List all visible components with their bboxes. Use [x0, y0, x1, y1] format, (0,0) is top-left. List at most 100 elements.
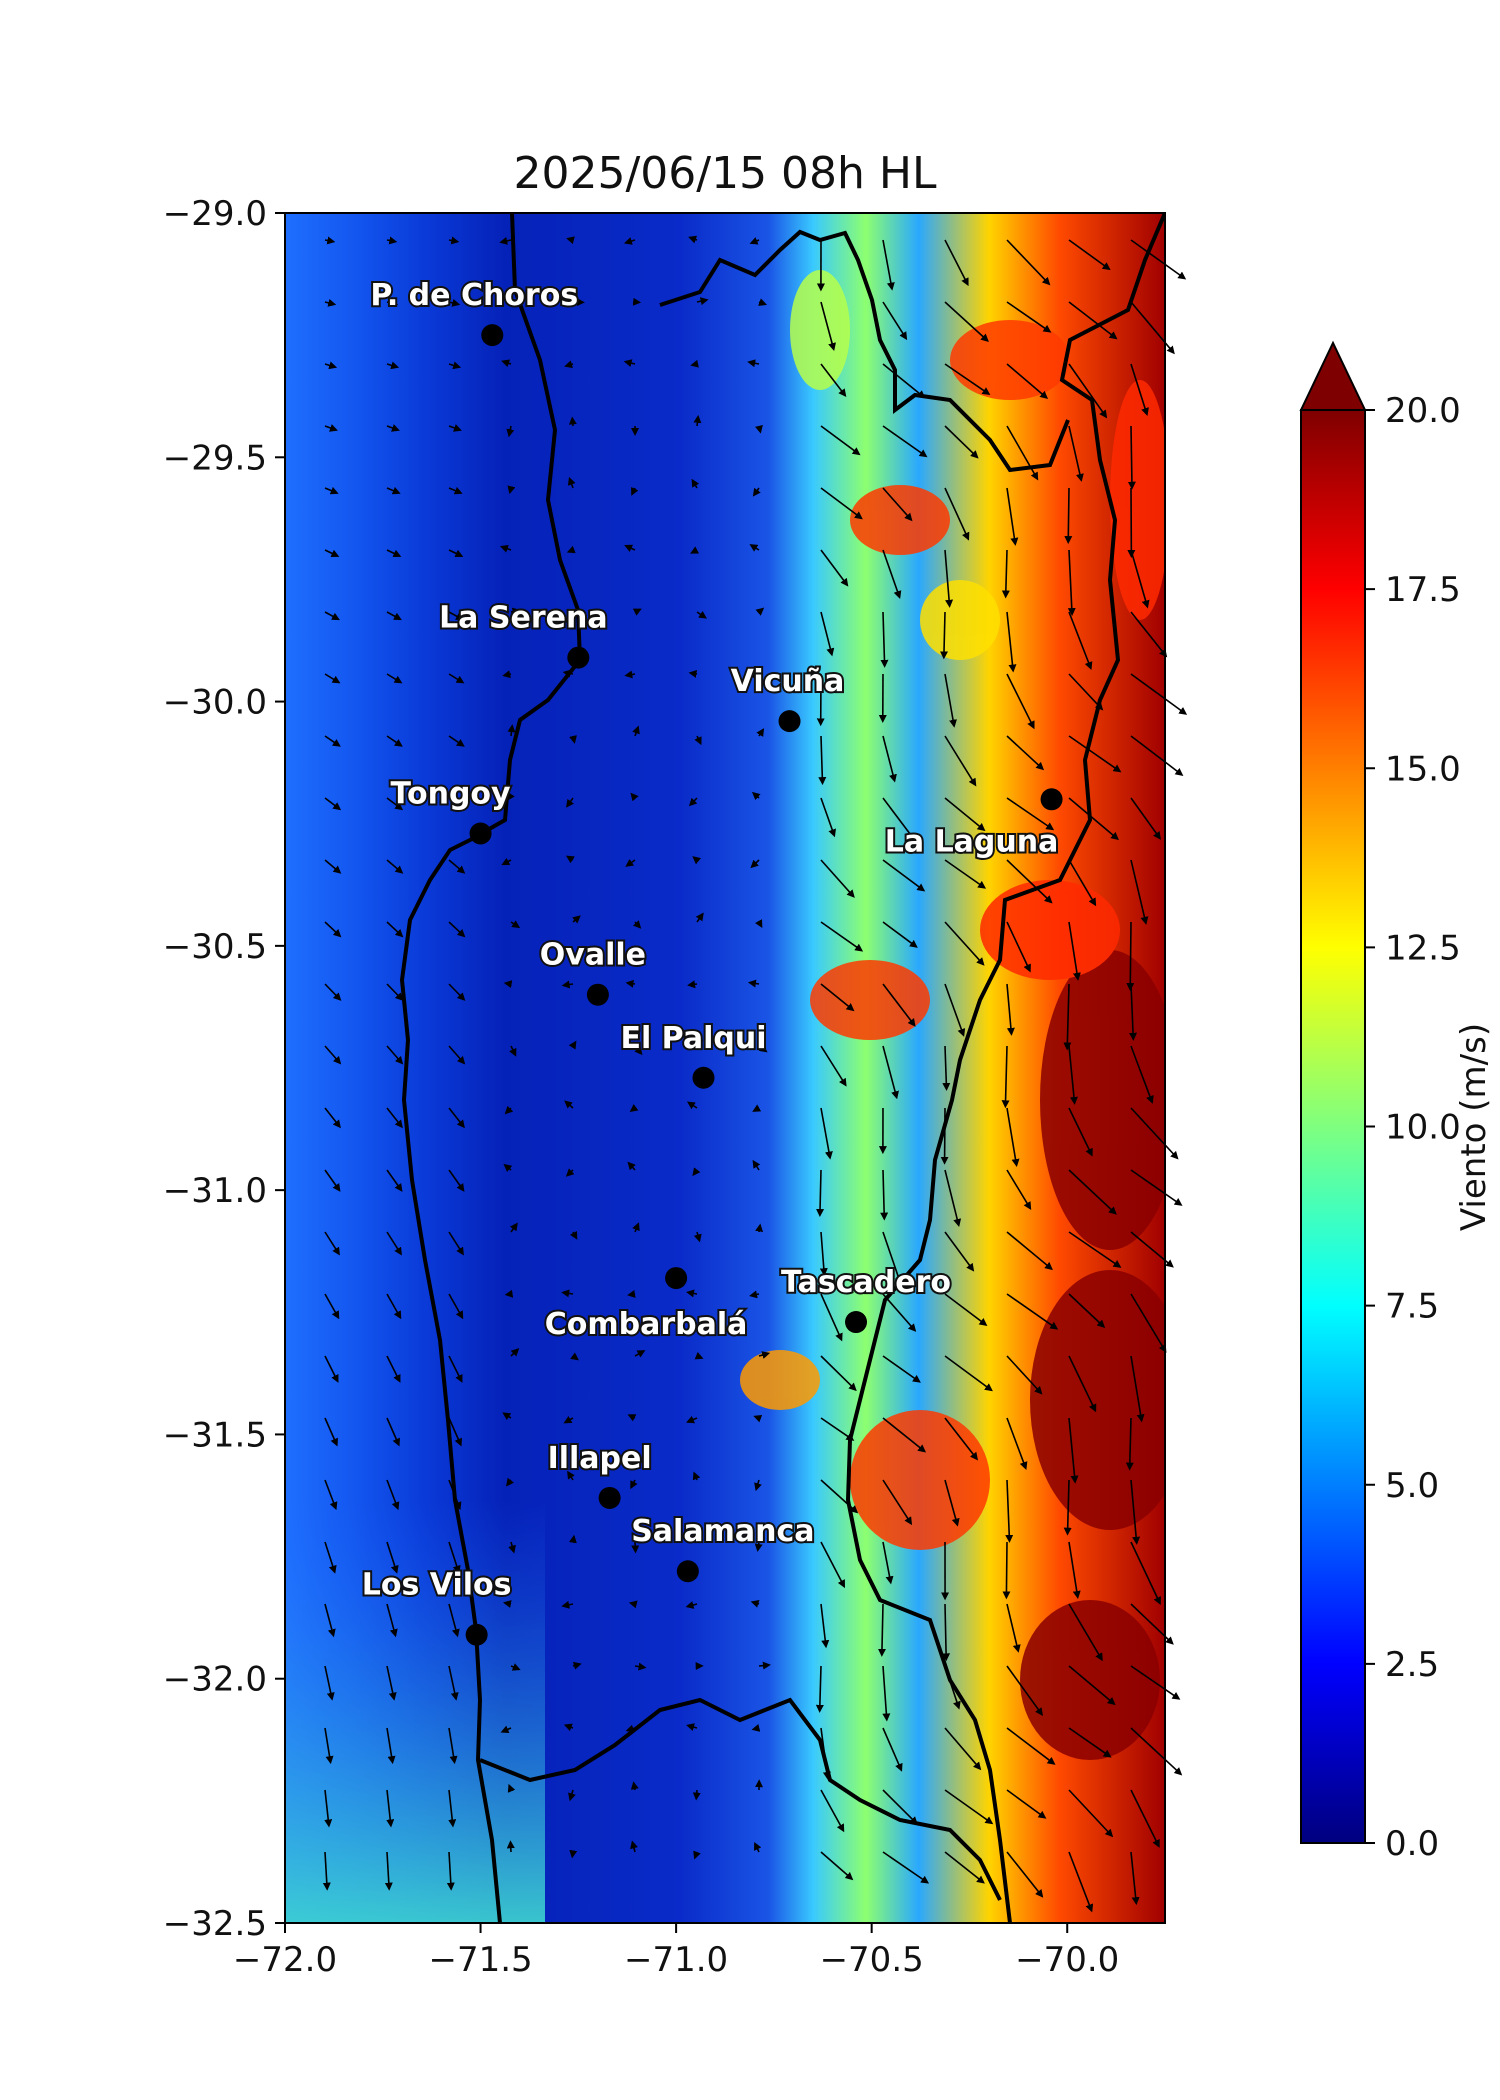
- wind-arrow: [749, 544, 760, 552]
- wind-arrow: [755, 1223, 764, 1233]
- wind-arrow: [503, 980, 513, 989]
- place-marker: [676, 1560, 699, 1583]
- colorbar-extend-max: [1299, 340, 1367, 411]
- wind-arrow: [944, 1789, 994, 1825]
- colorbar-tick-label: 15.0: [1385, 749, 1461, 789]
- wind-arrow: [448, 1417, 462, 1447]
- wind-arrow: [1006, 239, 1051, 286]
- wind-arrow: [696, 297, 709, 306]
- wind-arrow: [448, 611, 464, 621]
- wind-arrow: [386, 1169, 403, 1192]
- wind-arrow: [820, 983, 855, 1012]
- wind-arrow: [324, 236, 336, 245]
- wind-arrow: [688, 669, 698, 678]
- colorbar-tick-label: 10.0: [1385, 1108, 1461, 1148]
- wind-arrow: [627, 1290, 636, 1298]
- wind-arrow: [561, 980, 574, 989]
- wind-arrow: [695, 912, 704, 923]
- wind-arrow: [386, 361, 400, 370]
- international-border: [845, 213, 1165, 1923]
- wind-arrow: [448, 549, 464, 558]
- wind-arrow: [1068, 425, 1084, 482]
- x-tick-label: −70.0: [1015, 1940, 1119, 1980]
- wind-arrow: [632, 920, 642, 929]
- map-plot-area: [285, 213, 1165, 1923]
- wind-arrow: [816, 1169, 825, 1218]
- wind-arrow: [1006, 611, 1017, 673]
- wind-arrow: [568, 1040, 577, 1050]
- wind-arrow: [696, 610, 707, 619]
- place-marker: [845, 1311, 868, 1334]
- wind-arrow: [448, 735, 465, 747]
- wind-arrow: [1129, 983, 1138, 1041]
- wind-arrow: [634, 1662, 647, 1671]
- wind-arrow: [1130, 1851, 1140, 1906]
- wind-arrow: [386, 549, 402, 558]
- wind-arrow: [324, 361, 338, 370]
- wind-arrow: [505, 1477, 515, 1487]
- place-marker: [469, 822, 492, 845]
- place-marker: [481, 324, 504, 347]
- wind-arrow: [386, 673, 403, 684]
- wind-arrow: [324, 1541, 337, 1574]
- wind-arrow: [324, 1169, 341, 1192]
- wind-arrow: [1006, 859, 1053, 904]
- place-marker: [567, 646, 590, 669]
- wind-arrow: [630, 1479, 638, 1490]
- map-title: 2025/06/15 08h HL: [513, 148, 937, 199]
- wind-arrow: [386, 859, 404, 874]
- wind-arrow: [752, 1159, 761, 1171]
- wind-arrow: [1068, 301, 1118, 340]
- wind-arrow: [1068, 735, 1122, 773]
- y-tick-label: −31.0: [163, 1171, 267, 1211]
- wind-arrow: [324, 486, 339, 495]
- wind-arrow: [1126, 921, 1135, 992]
- wind-arrow: [324, 549, 340, 558]
- wind-arrow: [1127, 425, 1136, 490]
- wind-arrow: [448, 424, 462, 432]
- wind-arrow: [820, 1293, 843, 1342]
- wind-arrow: [882, 301, 908, 341]
- x-axis-ticks: −72.0 −71.5 −71.0 −70.5 −70.0: [233, 1923, 1119, 1980]
- wind-arrow: [384, 1851, 393, 1891]
- wind-arrow: [386, 797, 404, 811]
- wind-arrow: [1006, 1851, 1044, 1898]
- wind-arrow: [944, 1231, 975, 1272]
- place-label: Los Vilos: [362, 1568, 512, 1603]
- place-label: Illapel: [548, 1441, 652, 1476]
- y-tick-label: −32.5: [163, 1904, 267, 1944]
- wind-arrow: [1130, 1045, 1154, 1104]
- wind-arrow: [819, 1231, 828, 1277]
- wind-arrow: [1063, 1479, 1072, 1536]
- wind-arrow: [508, 1541, 516, 1554]
- wind-arrow: [944, 1169, 962, 1228]
- wind-arrow: [1006, 1355, 1043, 1395]
- wind-arrow: [448, 1231, 464, 1256]
- wind-arrow: [561, 1289, 574, 1298]
- wind-arrow: [818, 735, 827, 786]
- wind-arrow: [1068, 611, 1093, 670]
- wind-arrow: [386, 1603, 398, 1638]
- wind-arrow: [386, 1045, 404, 1065]
- wind-arrow: [820, 611, 835, 657]
- wind-arrow: [565, 1168, 575, 1177]
- wind-arrow: [386, 1107, 403, 1129]
- wind-arrow: [386, 298, 399, 307]
- wind-arrow: [1068, 1045, 1078, 1105]
- wind-arrow: [448, 1045, 466, 1065]
- place-marker: [586, 983, 609, 1006]
- wind-arrow: [564, 360, 574, 369]
- wind-arrow: [1006, 983, 1015, 1036]
- wind-arrow: [1068, 1851, 1094, 1913]
- wind-arrow: [758, 1351, 771, 1359]
- wind-arrow: [753, 1414, 763, 1423]
- wind-arrow: [687, 980, 698, 989]
- colorbar-tick-label: 0.0: [1385, 1824, 1439, 1864]
- wind-arrow: [386, 735, 403, 747]
- wind-arrow: [1130, 673, 1188, 715]
- wind-arrow: [1068, 859, 1097, 907]
- wind-arrow: [569, 735, 577, 744]
- wind-arrow: [754, 1479, 762, 1492]
- wind-arrow: [1130, 1479, 1141, 1545]
- wind-arrow: [1130, 1727, 1183, 1776]
